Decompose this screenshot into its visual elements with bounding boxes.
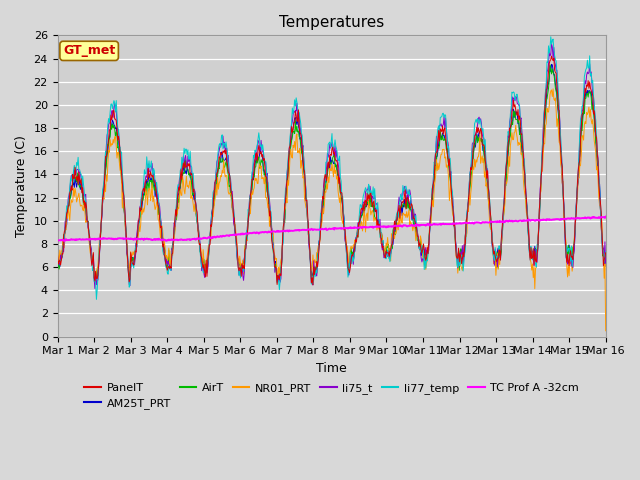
PanelT — [120, 193, 128, 199]
Text: GT_met: GT_met — [63, 44, 115, 58]
AirT — [546, 62, 554, 68]
AirT — [205, 254, 212, 260]
Line: AM25T_PRT: AM25T_PRT — [58, 64, 605, 282]
AM25T_PRT — [548, 61, 556, 67]
AM25T_PRT — [177, 185, 184, 191]
AM25T_PRT — [121, 214, 129, 220]
NR01_PRT — [414, 236, 422, 241]
PanelT — [175, 187, 183, 193]
li77_temp — [205, 238, 213, 244]
TC Prof A -32cm — [415, 223, 423, 228]
PanelT — [205, 249, 212, 254]
li77_temp — [547, 34, 555, 40]
AM25T_PRT — [415, 237, 423, 242]
TC Prof A -32cm — [61, 238, 68, 244]
Line: NR01_PRT: NR01_PRT — [58, 89, 605, 331]
NR01_PRT — [398, 220, 406, 226]
Y-axis label: Temperature (C): Temperature (C) — [15, 135, 28, 237]
li75_t — [177, 174, 184, 180]
AM25T_PRT — [63, 207, 71, 213]
li75_t — [415, 245, 423, 251]
AM25T_PRT — [205, 243, 213, 249]
NR01_PRT — [63, 216, 71, 221]
NR01_PRT — [54, 249, 61, 254]
Line: li77_temp: li77_temp — [58, 37, 605, 300]
PanelT — [399, 200, 407, 205]
li77_temp — [399, 182, 407, 188]
li75_t — [63, 209, 71, 215]
NR01_PRT — [205, 242, 212, 248]
PanelT — [548, 53, 556, 59]
li75_t — [399, 192, 407, 198]
TC Prof A -32cm — [121, 236, 129, 241]
NR01_PRT — [602, 328, 609, 334]
li75_t — [548, 41, 556, 47]
AirT — [175, 187, 183, 192]
AirT — [63, 210, 71, 216]
AirT — [274, 276, 282, 281]
AM25T_PRT — [602, 249, 609, 255]
li75_t — [205, 244, 213, 250]
li77_temp — [93, 297, 100, 302]
li77_temp — [415, 245, 423, 251]
NR01_PRT — [120, 202, 128, 208]
NR01_PRT — [175, 192, 183, 197]
li77_temp — [121, 205, 129, 211]
AirT — [602, 256, 609, 262]
TC Prof A -32cm — [205, 234, 213, 240]
TC Prof A -32cm — [54, 238, 61, 243]
li75_t — [54, 263, 61, 269]
li77_temp — [54, 255, 61, 261]
NR01_PRT — [549, 86, 557, 92]
TC Prof A -32cm — [602, 214, 609, 219]
Line: PanelT: PanelT — [58, 56, 605, 285]
li75_t — [91, 286, 99, 291]
Line: li75_t: li75_t — [58, 44, 605, 288]
AirT — [54, 262, 61, 267]
li75_t — [602, 260, 609, 266]
AirT — [399, 202, 407, 207]
li75_t — [121, 205, 129, 211]
TC Prof A -32cm — [65, 237, 72, 243]
AirT — [120, 205, 128, 211]
AM25T_PRT — [54, 252, 61, 258]
Line: AirT: AirT — [58, 65, 605, 278]
Line: TC Prof A -32cm: TC Prof A -32cm — [58, 216, 605, 241]
PanelT — [54, 252, 61, 258]
PanelT — [415, 244, 423, 250]
AM25T_PRT — [92, 279, 99, 285]
Legend: PanelT, AM25T_PRT, AirT, NR01_PRT, li75_t, li77_temp, TC Prof A -32cm: PanelT, AM25T_PRT, AirT, NR01_PRT, li75_… — [80, 378, 584, 414]
PanelT — [63, 208, 71, 214]
AM25T_PRT — [399, 203, 407, 209]
li77_temp — [63, 207, 71, 213]
Title: Temperatures: Temperatures — [279, 15, 384, 30]
PanelT — [309, 282, 317, 288]
TC Prof A -32cm — [399, 223, 407, 228]
X-axis label: Time: Time — [316, 362, 347, 375]
li77_temp — [602, 249, 609, 254]
TC Prof A -32cm — [177, 237, 184, 243]
li77_temp — [177, 168, 184, 173]
AirT — [415, 240, 423, 246]
PanelT — [602, 250, 609, 255]
